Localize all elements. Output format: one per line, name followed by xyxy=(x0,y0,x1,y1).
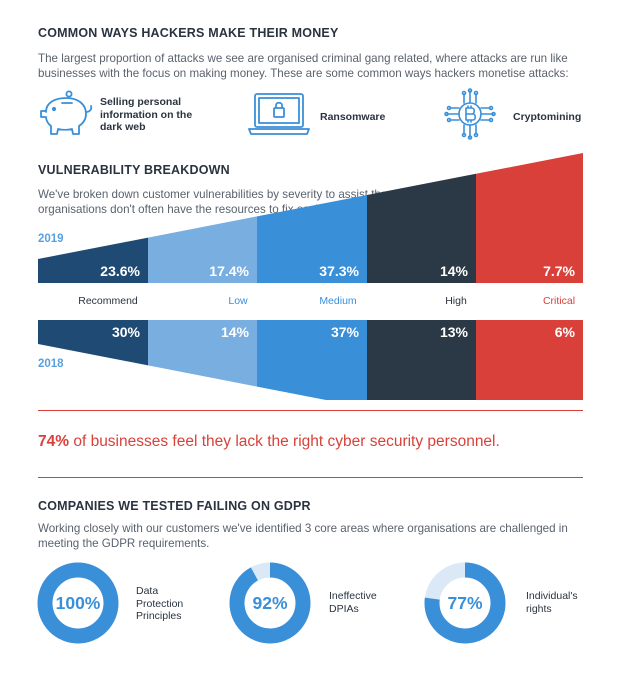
bar-segment-2019-medium xyxy=(257,195,367,283)
severity-label-low: Low xyxy=(228,295,248,307)
bar-value-2018-low: 14% xyxy=(221,324,250,340)
donut-arc-1 xyxy=(229,562,311,644)
bar-value-2019-critical: 7.7% xyxy=(543,263,575,279)
donut-arc-2 xyxy=(424,562,506,644)
section-title-gdpr: COMPANIES WE TESTED FAILING ON GDPR xyxy=(38,499,311,513)
gdpr-donut-charts: 100% 92% 77% xyxy=(37,562,506,644)
bar-segment-2018-low xyxy=(148,320,257,387)
section-intro-gdpr: Working closely with our customers we've… xyxy=(38,522,568,550)
bitcoin-chip-icon xyxy=(444,88,496,140)
method-label-cryptomining: Cryptomining xyxy=(513,111,582,123)
method-label-dark-web: Selling personal information on the dark… xyxy=(100,96,193,133)
donut-percent-1: 92% xyxy=(252,593,287,613)
bar-value-2019-low: 17.4% xyxy=(209,263,249,279)
method-label-ransomware: Ransomware xyxy=(320,111,386,123)
donut-label-0: Data Protection Principles xyxy=(136,585,184,622)
bar-segment-2018-high xyxy=(367,320,476,400)
donut-percent-0: 100% xyxy=(56,593,101,613)
section-intro-hackers: The largest proportion of attacks we see… xyxy=(38,52,569,80)
section-title-hackers: COMMON WAYS HACKERS MAKE THEIR MONEY xyxy=(38,26,339,40)
bar-value-2018-high: 13% xyxy=(440,324,469,340)
severity-label-recommend: Recommend xyxy=(78,295,138,307)
bar-value-2018-medium: 37% xyxy=(331,324,360,340)
donut-label-2: Individual's rights xyxy=(526,590,578,615)
donut-percent-2: 77% xyxy=(447,593,482,613)
bar-value-2018-recommend: 30% xyxy=(112,324,141,340)
stat-statement: 74% of businesses feel they lack the rig… xyxy=(38,433,500,451)
piggy-bank-icon xyxy=(36,90,96,138)
bar-segment-2018-recommend xyxy=(38,320,148,366)
bar-value-2019-medium: 37.3% xyxy=(319,263,359,279)
stat-text: of businesses feel they lack the right c… xyxy=(69,433,500,450)
bar-segment-2018-medium xyxy=(257,320,367,400)
year-label-2019: 2019 xyxy=(38,233,64,245)
divider-bottom xyxy=(38,477,583,478)
bar-segment-2019-recommend xyxy=(38,237,148,283)
stat-highlight: 74% xyxy=(38,433,70,450)
severity-label-high: High xyxy=(445,295,467,307)
bar-segment-2018-critical xyxy=(476,320,583,400)
bar-value-2018-critical: 6% xyxy=(555,324,576,340)
donut-arc-0 xyxy=(37,562,119,644)
divider-top xyxy=(38,410,583,411)
bar-value-2019-recommend: 23.6% xyxy=(100,263,140,279)
donut-label-1: Ineffective DPIAs xyxy=(329,590,377,615)
severity-label-critical: Critical xyxy=(542,295,576,307)
section-title-vulnerability: VULNERABILITY BREAKDOWN xyxy=(38,163,230,177)
bar-segment-2019-critical xyxy=(476,153,583,283)
bar-segment-2019-high xyxy=(367,173,476,283)
severity-label-medium: Medium xyxy=(319,295,357,307)
vulnerability-chart: 23.6% 17.4% 37.3% 14% 7.7% 30% 14% 37% 13% 6% xyxy=(38,153,583,400)
year-label-2018: 2018 xyxy=(38,358,64,370)
laptop-lock-icon xyxy=(247,91,311,137)
bar-value-2019-high: 14% xyxy=(440,263,469,279)
bar-segment-2019-low xyxy=(148,216,257,283)
